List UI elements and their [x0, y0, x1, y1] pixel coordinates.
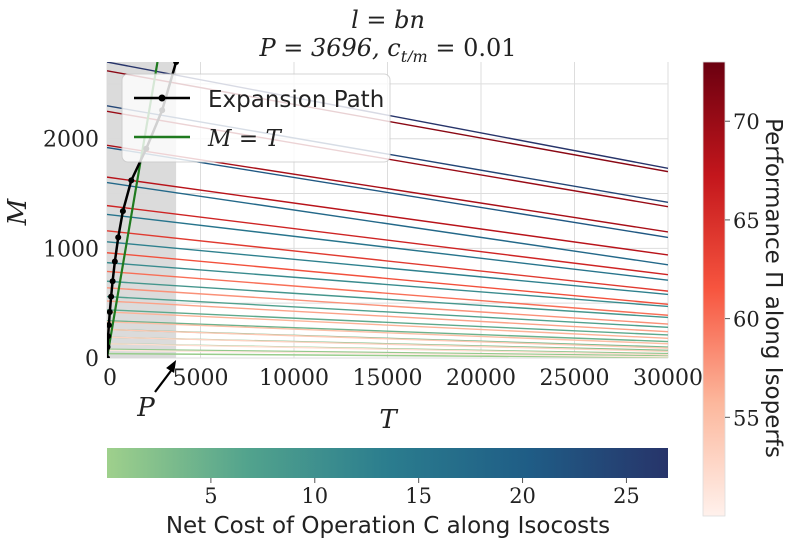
x-tick-label: 0: [103, 366, 117, 391]
expansion-path-point: [107, 333, 112, 340]
legend-expansion-marker: [158, 94, 166, 102]
colorbar-cost-tick-label: 5: [204, 484, 217, 508]
isocost-line: [107, 352, 668, 358]
colorbar-perf-tick-label: 60: [733, 308, 760, 332]
isoperf-line: [107, 287, 668, 325]
isoperf-line: [107, 252, 668, 305]
annotation-p-label: P: [136, 393, 155, 423]
x-tick-label: 10000: [259, 366, 329, 391]
chart-title-line1: l = bn: [351, 6, 425, 34]
expansion-path-point: [107, 308, 113, 315]
colorbar-cost-label: Net Cost of Operation C along Isocosts: [166, 513, 610, 539]
annotation-arrowhead: [166, 360, 177, 373]
colorbar-cost: [107, 448, 668, 478]
legend-mt-label: M = T: [207, 126, 282, 152]
x-tick-label: 25000: [540, 366, 610, 391]
title-line2-tail: = 0.01: [428, 34, 517, 62]
x-ticks: 0 5000 10000 15000 20000 25000 30000: [103, 366, 703, 391]
y-tick-label: 0: [85, 347, 99, 372]
iso-lines: [107, 62, 668, 358]
x-tick-label: 30000: [633, 366, 703, 391]
isoperf-line: [107, 321, 668, 345]
isoperf-line: [107, 204, 668, 276]
isoperf-line: [107, 328, 668, 349]
colorbar-perf-ticks: 55 60 65 70: [725, 110, 760, 430]
colorbar-perf-tick-label: 70: [733, 110, 760, 134]
isocost-line: [107, 348, 668, 357]
colorbar-cost-tick-label: 20: [509, 484, 536, 508]
colorbar-perf: [702, 61, 726, 517]
colorbar-cost-ticks: 5 10 15 20 25: [204, 478, 640, 508]
isocost-line: [107, 280, 668, 319]
x-tick-label: 15000: [353, 366, 423, 391]
expansion-path-point: [119, 208, 126, 215]
isocost-line: [107, 320, 668, 343]
y-tick-label: 1000: [43, 237, 99, 262]
expansion-path-point: [109, 278, 116, 285]
colorbar-cost-tick-label: 15: [405, 484, 432, 508]
colorbar-cost-tick-label: 25: [613, 484, 640, 508]
chart-title-line2: P = 3696, ct/m = 0.01: [258, 34, 516, 66]
expansion-path-point: [107, 355, 110, 358]
expansion-path-point: [115, 234, 122, 241]
expansion-path-point: [107, 344, 111, 351]
annotation-arrow: [154, 367, 174, 393]
isoperf-line: [107, 343, 668, 356]
x-axis-label: T: [379, 405, 398, 435]
isoperf-line: [107, 230, 668, 292]
y-axis-label: M: [3, 197, 33, 226]
expansion-path-point: [111, 258, 118, 265]
isocost-line: [107, 241, 668, 296]
isoperf-line: [107, 300, 668, 333]
isocost-line: [107, 309, 668, 336]
isoperf-line: [107, 349, 668, 358]
isoperf-line: [107, 336, 668, 353]
legend-box: [121, 73, 391, 163]
isoperf-line: [107, 176, 668, 256]
y-tick-label: 2000: [43, 128, 99, 153]
expansion-path-point: [107, 322, 112, 329]
isocost-line: [107, 295, 668, 329]
isoperf-line: [107, 270, 668, 316]
isoperf-line: [107, 311, 668, 339]
expansion-path-point: [108, 293, 115, 300]
isocost-line: [107, 181, 668, 266]
expansion-path-point: [128, 177, 135, 184]
title-line2-main: P = 3696, c: [258, 34, 400, 62]
colorbar-cost-tick-label: 10: [301, 484, 328, 508]
legend-expansion-label: Expansion Path: [208, 87, 384, 113]
legend: Expansion Path M = T: [121, 73, 391, 163]
expansion-path-point: [173, 62, 180, 65]
colorbar-perf-tick-label: 55: [733, 406, 760, 430]
x-tick-label: 5000: [173, 366, 229, 391]
colorbar-perf-tick-label: 65: [733, 209, 760, 233]
title-line2-sub: t/m: [401, 47, 428, 66]
isocost-line: [107, 213, 668, 281]
isocost-line: [107, 261, 668, 308]
y-ticks: 0 1000 2000: [43, 128, 99, 372]
colorbar-perf-label: Performance Π along Isoperfs: [760, 118, 786, 458]
x-tick-label: 20000: [446, 366, 516, 391]
